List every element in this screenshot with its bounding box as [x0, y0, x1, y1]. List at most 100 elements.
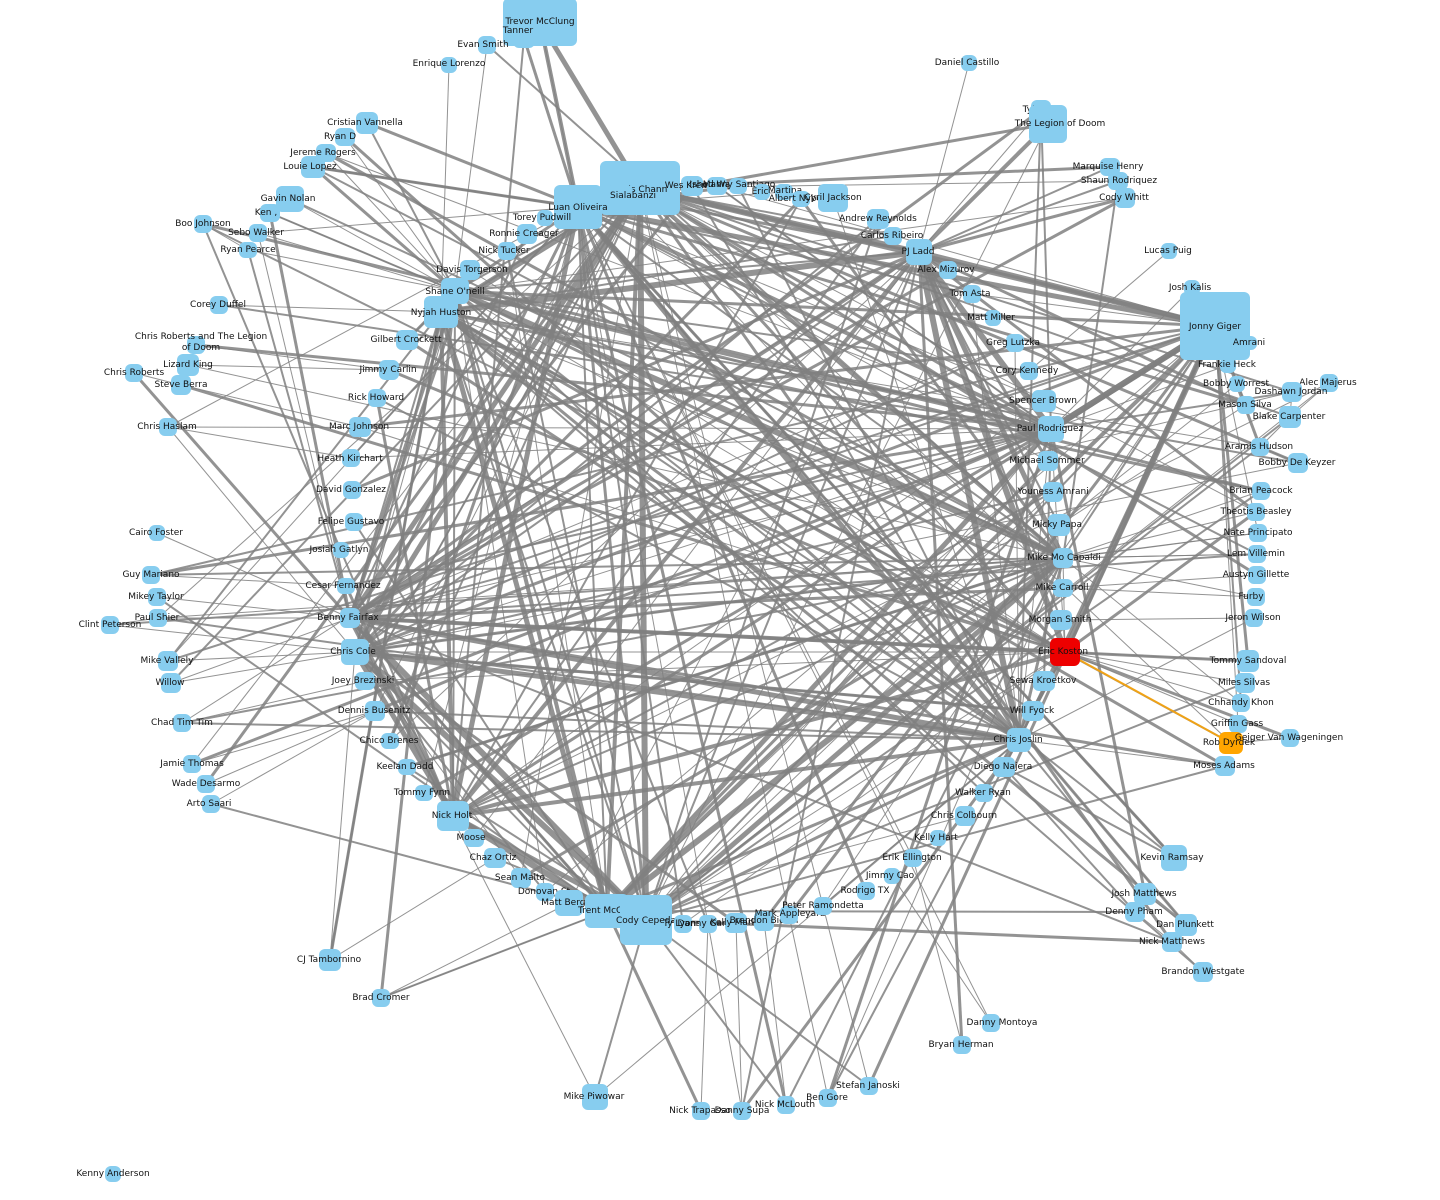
- graph-node[interactable]: [197, 775, 215, 793]
- graph-node[interactable]: [177, 354, 199, 376]
- graph-node[interactable]: [985, 310, 1001, 326]
- graph-node[interactable]: [1038, 451, 1058, 471]
- graph-node[interactable]: [372, 989, 390, 1007]
- graph-node[interactable]: [1247, 503, 1265, 521]
- graph-node[interactable]: [754, 184, 770, 200]
- graph-node[interactable]: [260, 204, 280, 222]
- graph-node[interactable]: [955, 806, 975, 826]
- graph-node[interactable]: [342, 449, 360, 467]
- graph-node[interactable]: [1048, 514, 1070, 536]
- graph-node[interactable]: [555, 890, 583, 916]
- graph-node[interactable]: [249, 224, 267, 242]
- graph-node[interactable]: [498, 242, 516, 260]
- graph-node[interactable]: [1193, 962, 1213, 982]
- graph-node[interactable]: [867, 209, 889, 229]
- graph-node[interactable]: [975, 784, 993, 802]
- graph-node[interactable]: [982, 1014, 1000, 1032]
- graph-node[interactable]: [1100, 158, 1120, 176]
- graph-node[interactable]: [341, 639, 369, 665]
- graph-node[interactable]: [511, 868, 531, 888]
- graph-node[interactable]: [202, 795, 220, 813]
- graph-node[interactable]: [301, 156, 325, 178]
- graph-node[interactable]: [340, 608, 360, 628]
- graph-node[interactable]: [1050, 638, 1080, 666]
- graph-node[interactable]: [733, 1102, 751, 1120]
- graph-node[interactable]: [1032, 390, 1056, 412]
- graph-node[interactable]: [707, 177, 727, 195]
- graph-node[interactable]: [1029, 105, 1067, 143]
- graph-node[interactable]: [1134, 883, 1156, 905]
- graph-node[interactable]: [1243, 336, 1257, 350]
- graph-node[interactable]: [1175, 914, 1197, 936]
- graph-node[interactable]: [1162, 932, 1182, 952]
- graph-node[interactable]: [379, 360, 399, 380]
- graph-node[interactable]: [939, 261, 957, 279]
- graph-node[interactable]: [681, 176, 703, 196]
- graph-node[interactable]: [1229, 715, 1247, 733]
- graph-node[interactable]: [692, 1102, 710, 1120]
- graph-node[interactable]: [343, 481, 361, 499]
- graph-node[interactable]: [1022, 701, 1044, 721]
- graph-node[interactable]: [582, 1084, 608, 1110]
- graph-node[interactable]: [368, 389, 386, 407]
- graph-node[interactable]: [607, 185, 633, 209]
- graph-node[interactable]: [345, 513, 363, 531]
- graph-node[interactable]: [930, 830, 946, 846]
- graph-node[interactable]: [194, 215, 212, 233]
- graph-node[interactable]: [1237, 396, 1255, 414]
- graph-node[interactable]: [1020, 362, 1038, 380]
- graph-node[interactable]: [1245, 609, 1263, 627]
- graph-node[interactable]: [792, 191, 810, 207]
- graph-node[interactable]: [125, 364, 143, 382]
- graph-node[interactable]: [239, 242, 257, 258]
- graph-node[interactable]: [777, 1096, 795, 1114]
- graph-node[interactable]: [415, 785, 433, 801]
- graph-node[interactable]: [333, 542, 349, 558]
- graph-node[interactable]: [1038, 416, 1064, 442]
- graph-node[interactable]: [1006, 334, 1024, 352]
- graph-node[interactable]: [904, 849, 922, 867]
- graph-node[interactable]: [1161, 243, 1177, 259]
- graph-node[interactable]: [464, 829, 484, 847]
- graph-node[interactable]: [149, 609, 167, 627]
- graph-node[interactable]: [460, 260, 480, 280]
- graph-node[interactable]: [513, 28, 535, 48]
- graph-node[interactable]: [729, 178, 747, 194]
- graph-node[interactable]: [441, 57, 457, 73]
- graph-node[interactable]: [171, 375, 191, 395]
- graph-node[interactable]: [210, 296, 228, 314]
- graph-node[interactable]: [148, 588, 166, 606]
- graph-node[interactable]: [780, 906, 798, 924]
- graph-node[interactable]: [158, 651, 178, 671]
- graph-node[interactable]: [398, 759, 416, 775]
- graph-node[interactable]: [818, 184, 848, 212]
- graph-node[interactable]: [961, 55, 977, 71]
- graph-node[interactable]: [149, 525, 165, 541]
- graph-node[interactable]: [337, 578, 355, 594]
- graph-node[interactable]: [554, 185, 602, 229]
- graph-node[interactable]: [953, 1036, 971, 1054]
- graph-node[interactable]: [1320, 374, 1338, 392]
- graph-node[interactable]: [365, 701, 385, 721]
- graph-node[interactable]: [775, 184, 793, 200]
- graph-node[interactable]: [437, 801, 469, 831]
- graph-node[interactable]: [349, 417, 371, 437]
- graph-node[interactable]: [906, 239, 932, 265]
- graph-node[interactable]: [620, 895, 672, 945]
- graph-node[interactable]: [1115, 188, 1135, 208]
- graph-node[interactable]: [819, 1089, 837, 1107]
- graph-node[interactable]: [1282, 382, 1302, 402]
- graph-node[interactable]: [381, 733, 399, 749]
- graph-node[interactable]: [814, 897, 832, 915]
- graph-node[interactable]: [187, 336, 205, 354]
- graph-node[interactable]: [857, 882, 875, 900]
- graph-node[interactable]: [478, 36, 496, 54]
- graph-node[interactable]: [1033, 671, 1055, 691]
- graph-node[interactable]: [699, 915, 717, 933]
- graph-node[interactable]: [484, 848, 506, 868]
- graph-node[interactable]: [1220, 357, 1236, 373]
- graph-node[interactable]: [396, 330, 418, 350]
- graph-node[interactable]: [335, 128, 355, 146]
- graph-node[interactable]: [183, 755, 201, 773]
